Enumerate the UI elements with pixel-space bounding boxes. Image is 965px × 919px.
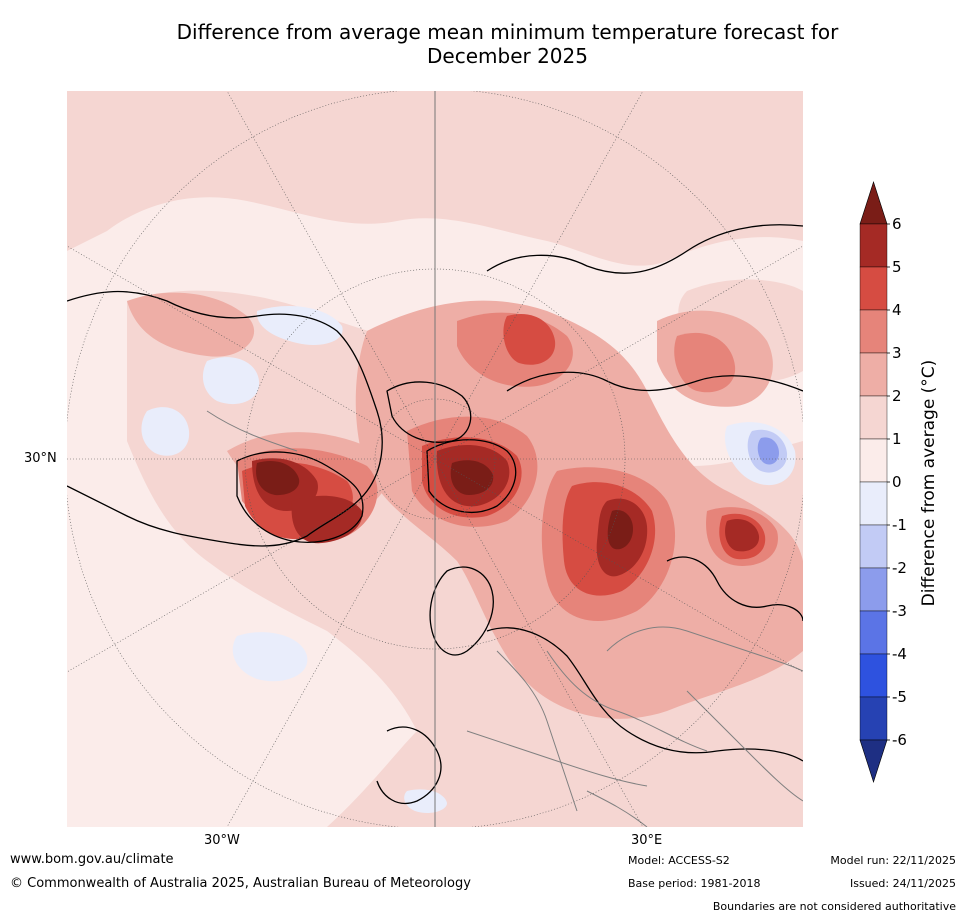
model-run-text: Model run: 22/11/2025 <box>830 854 956 867</box>
coastlines <box>67 224 803 805</box>
colorbar-band-3to4 <box>859 309 888 354</box>
colorbar-tick-label: -6 <box>892 731 907 749</box>
base-period-text: Base period: 1981-2018 <box>628 877 761 890</box>
colorbar-arrow-below-minus-6 <box>859 739 888 783</box>
colorbar-tick-label: 3 <box>892 344 902 362</box>
website-link[interactable]: www.bom.gov.au/climate <box>10 852 174 867</box>
colorbar-tick-label: 5 <box>892 258 902 276</box>
colorbar-tick-label: -5 <box>892 688 907 706</box>
colorbar-tick-label: 0 <box>892 473 902 491</box>
colorbar-band-0to1 <box>859 438 888 483</box>
title-line-1: Difference from average mean minimum tem… <box>176 20 839 44</box>
colorbar-tick-label: 6 <box>892 215 902 233</box>
colorbar-tick-label: -2 <box>892 559 907 577</box>
colorbar-tick-label: -1 <box>892 516 907 534</box>
longitude-label-30w: 30°W <box>204 833 240 848</box>
chart-title: Difference from average mean minimum tem… <box>60 20 955 68</box>
colorbar-tick-label: 1 <box>892 430 902 448</box>
colorbar-arrow-above-6 <box>859 181 888 225</box>
copyright-text: © Commonwealth of Australia 2025, Austra… <box>10 876 471 891</box>
colorbar-band-2to3 <box>859 352 888 397</box>
colorbar-band-m6tom5 <box>859 696 888 741</box>
colorbar-band-5to6 <box>859 223 888 268</box>
colorbar-band-4to5 <box>859 266 888 311</box>
colorbar: 6 5 4 3 2 1 0 -1 -2 -3 -4 -5 -6 <box>859 181 907 783</box>
forecast-map <box>67 91 803 827</box>
colorbar-tick-label: -3 <box>892 602 907 620</box>
colorbar-bands <box>859 181 888 783</box>
country-boundaries <box>206 410 803 827</box>
model-text: Model: ACCESS-S2 <box>628 854 730 867</box>
colorbar-band-m2tom1 <box>859 524 888 569</box>
disclaimer-text: Boundaries are not considered authoritat… <box>712 900 956 913</box>
colorbar-band-m4tom3 <box>859 610 888 655</box>
title-line-2: December 2025 <box>427 44 588 68</box>
colorbar-band-m3tom2 <box>859 567 888 612</box>
colorbar-tick-label: 4 <box>892 301 902 319</box>
colorbar-label: Difference from average (°C) <box>919 359 939 607</box>
longitude-label-30e: 30°E <box>631 833 663 848</box>
issued-text: Issued: 24/11/2025 <box>849 877 956 890</box>
colorbar-band-m5tom4 <box>859 653 888 698</box>
colorbar-ticks: 6 5 4 3 2 1 0 -1 -2 -3 -4 -5 -6 <box>887 215 907 749</box>
colorbar-band-m1to0 <box>859 481 888 526</box>
anomaly-minus-3-to-minus-2-region <box>757 437 779 465</box>
colorbar-band-1to2 <box>859 395 888 440</box>
colorbar-tick-label: -4 <box>892 645 907 663</box>
colorbar-tick-label: 2 <box>892 387 902 405</box>
latitude-label-30n: 30°N <box>24 451 57 466</box>
